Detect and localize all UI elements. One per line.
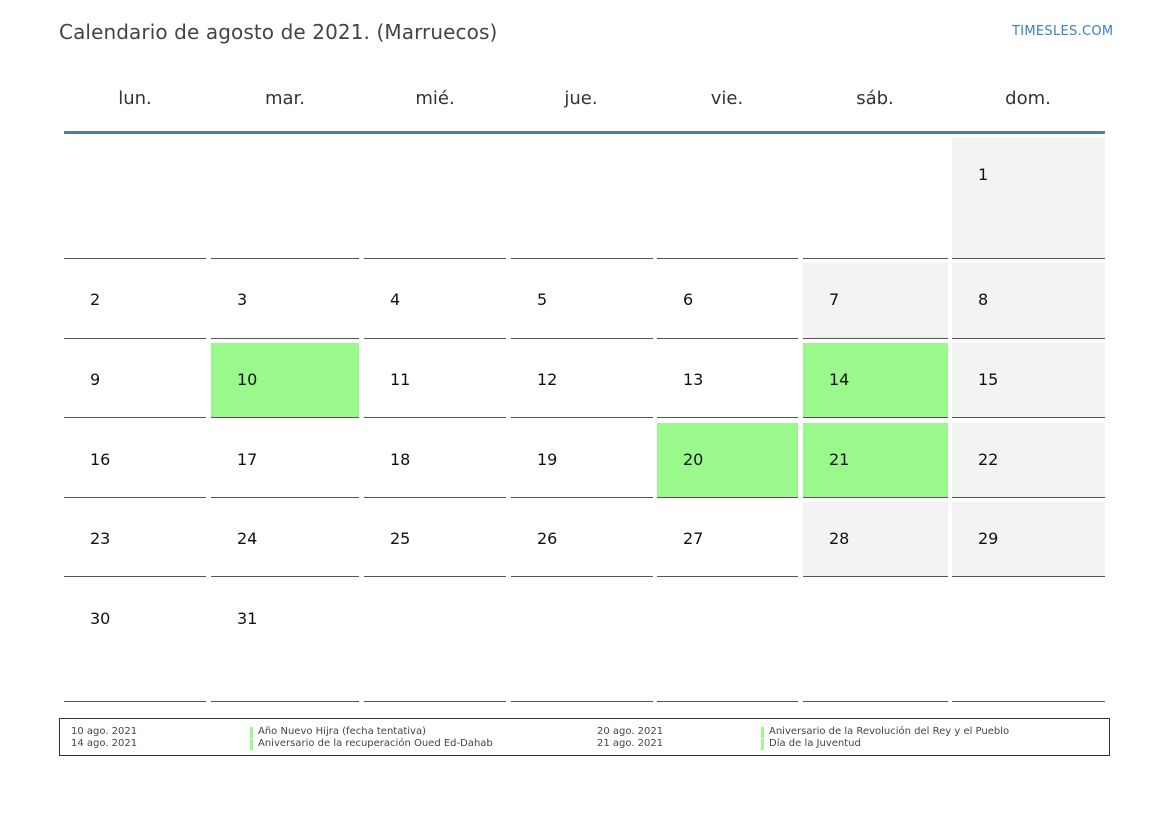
day-cell[interactable]: 3 [211, 263, 359, 339]
page-title: Calendario de agosto de 2021. (Marruecos… [59, 20, 498, 44]
legend-date: 14 ago. 2021 [71, 738, 138, 749]
day-cell[interactable]: 22 [952, 423, 1105, 498]
day-number: 7 [829, 290, 840, 309]
day-number: 30 [90, 609, 111, 628]
day-cell[interactable]: 5 [511, 263, 653, 339]
day-cell[interactable]: 31 [211, 582, 359, 702]
day-cell-empty [657, 582, 798, 702]
day-cell-holiday[interactable]: 21 [803, 423, 948, 498]
day-number: 5 [537, 290, 548, 309]
day-number: 3 [237, 290, 248, 309]
day-number: 10 [237, 370, 258, 389]
day-number: 19 [537, 450, 558, 469]
day-cell[interactable]: 16 [64, 423, 206, 498]
day-cell-empty [211, 138, 359, 259]
day-cell-empty [364, 138, 506, 259]
legend-date: 20 ago. 2021 [597, 726, 664, 737]
day-cell[interactable]: 4 [364, 263, 506, 339]
day-number: 17 [237, 450, 258, 469]
weekday-label: dom. [1005, 88, 1051, 109]
day-cell[interactable]: 2 [64, 263, 206, 339]
weekday-label: lun. [118, 88, 152, 109]
legend-holiday-name: Día de la Juventud [761, 738, 861, 750]
day-number: 13 [683, 370, 704, 389]
day-cell-empty [803, 138, 948, 259]
day-cell-empty [511, 138, 653, 259]
day-cell[interactable]: 25 [364, 502, 506, 577]
day-cell[interactable]: 29 [952, 502, 1105, 577]
holiday-legend: 10 ago. 2021 14 ago. 2021 Año Nuevo Hijr… [59, 718, 1110, 756]
legend-holiday-name: Año Nuevo Hijra (fecha tentativa) [250, 726, 426, 738]
header-divider [64, 131, 1105, 134]
day-cell-empty [364, 582, 506, 702]
weekday-label: vie. [710, 88, 744, 109]
day-cell[interactable]: 24 [211, 502, 359, 577]
day-cell[interactable]: 11 [364, 343, 506, 418]
day-cell-empty [64, 138, 206, 259]
day-cell[interactable]: 19 [511, 423, 653, 498]
day-cell-holiday[interactable]: 20 [657, 423, 798, 498]
legend-date: 21 ago. 2021 [597, 738, 664, 749]
day-cell[interactable]: 27 [657, 502, 798, 577]
day-number: 21 [829, 450, 850, 469]
day-number: 6 [683, 290, 694, 309]
day-cell[interactable]: 30 [64, 582, 206, 702]
day-number: 16 [90, 450, 111, 469]
legend-date: 10 ago. 2021 [71, 726, 138, 737]
day-cell[interactable]: 1 [952, 138, 1105, 259]
day-cell-empty [657, 138, 798, 259]
legend-holiday-name: Aniversario de la recuperación Oued Ed-D… [250, 738, 493, 750]
day-cell-holiday[interactable]: 10 [211, 343, 359, 418]
day-number: 28 [829, 529, 850, 548]
holiday-swatch [250, 727, 253, 738]
day-cell[interactable]: 18 [364, 423, 506, 498]
day-cell[interactable]: 6 [657, 263, 798, 339]
day-cell-holiday[interactable]: 14 [803, 343, 948, 418]
day-cell[interactable]: 23 [64, 502, 206, 577]
day-number: 4 [390, 290, 401, 309]
day-number: 29 [978, 529, 999, 548]
day-cell-empty [952, 582, 1105, 702]
day-cell[interactable]: 8 [952, 263, 1105, 339]
weekday-label: mié. [415, 88, 455, 109]
day-number: 9 [90, 370, 101, 389]
day-number: 15 [978, 370, 999, 389]
weekday-label: jue. [564, 88, 598, 109]
day-number: 14 [829, 370, 850, 389]
day-cell[interactable]: 9 [64, 343, 206, 418]
day-number: 22 [978, 450, 999, 469]
weekday-label: sáb. [856, 88, 894, 109]
holiday-swatch [250, 739, 253, 750]
day-cell-empty [803, 582, 948, 702]
day-number: 12 [537, 370, 558, 389]
day-cell[interactable]: 28 [803, 502, 948, 577]
day-cell[interactable]: 7 [803, 263, 948, 339]
day-cell[interactable]: 13 [657, 343, 798, 418]
day-number: 23 [90, 529, 111, 548]
day-number: 20 [683, 450, 704, 469]
day-cell[interactable]: 15 [952, 343, 1105, 418]
day-cell[interactable]: 26 [511, 502, 653, 577]
day-number: 11 [390, 370, 411, 389]
weekday-label: mar. [264, 88, 306, 109]
day-number: 27 [683, 529, 704, 548]
holiday-swatch [761, 739, 764, 750]
day-cell[interactable]: 17 [211, 423, 359, 498]
day-cell[interactable]: 12 [511, 343, 653, 418]
brand-link[interactable]: TIMESLES.COM [1012, 24, 1114, 39]
day-number: 31 [237, 609, 258, 628]
day-number: 8 [978, 290, 989, 309]
day-number: 18 [390, 450, 411, 469]
day-number: 2 [90, 290, 101, 309]
day-number: 25 [390, 529, 411, 548]
holiday-swatch [761, 727, 764, 738]
day-number: 24 [237, 529, 258, 548]
day-number: 1 [978, 165, 989, 184]
day-number: 26 [537, 529, 558, 548]
legend-holiday-name: Aniversario de la Revolución del Rey y e… [761, 726, 1009, 738]
day-cell-empty [511, 582, 653, 702]
